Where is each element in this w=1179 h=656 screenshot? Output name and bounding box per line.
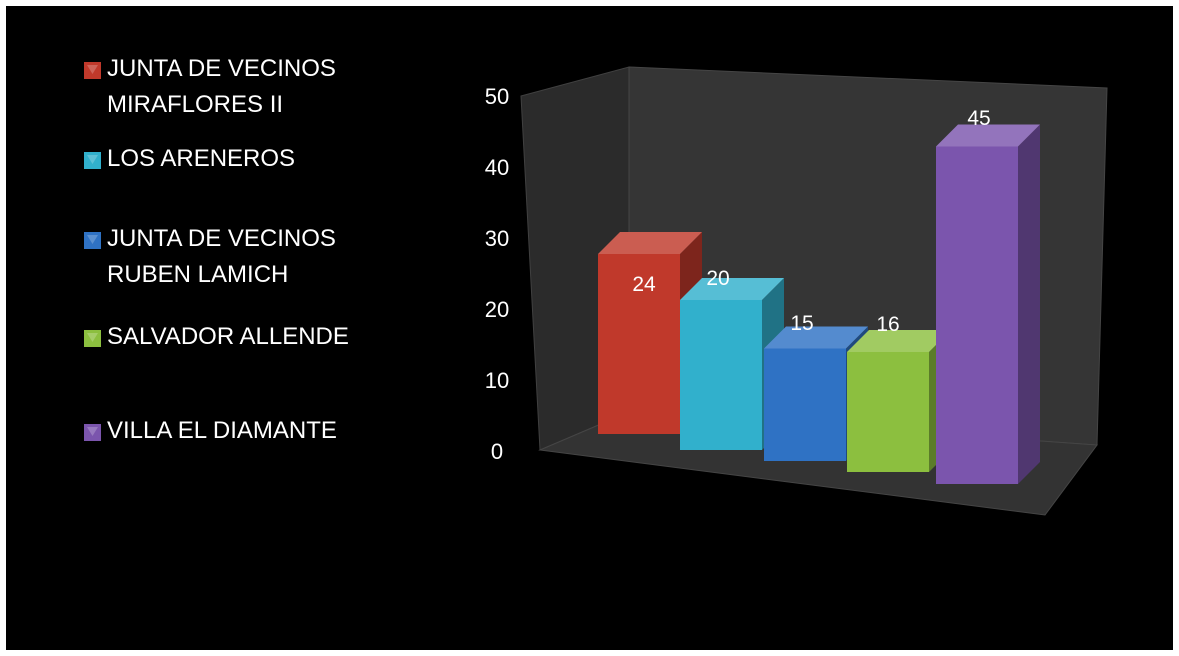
- bar-top-face: [936, 124, 1040, 147]
- y-axis-tick-label: 10: [485, 368, 509, 393]
- legend-item: JUNTA DE VECINOS RUBEN LAMICH: [84, 225, 387, 293]
- bar: [764, 348, 846, 461]
- legend-swatch: [84, 62, 101, 79]
- legend-label: JUNTA DE VECINOS RUBEN LAMICH: [107, 225, 336, 288]
- data-label: 24: [632, 273, 656, 296]
- data-label: 15: [790, 312, 813, 335]
- y-axis-tick-label: 30: [485, 226, 509, 251]
- data-label: 16: [876, 313, 899, 336]
- legend-swatch: [84, 424, 101, 441]
- data-label: 20: [706, 267, 729, 290]
- bar: [598, 254, 680, 434]
- data-label: 45: [967, 107, 990, 130]
- chart-legend: JUNTA DE VECINOS MIRAFLORES II LOS ARENER…: [84, 55, 414, 456]
- y-axis-tick-label: 50: [485, 84, 509, 109]
- bar: [847, 352, 929, 472]
- legend-label: LOS ARENEROS: [107, 145, 296, 172]
- legend-label: VILLA EL DIAMANTE: [107, 417, 337, 444]
- bar-top-face: [847, 330, 951, 352]
- y-axis-tick-label: 20: [485, 297, 509, 322]
- legend-item: SALVADOR ALLENDE: [84, 323, 387, 355]
- bar: [680, 300, 762, 450]
- bar: [936, 146, 1018, 484]
- y-axis-tick-label: 0: [491, 439, 503, 464]
- bar-top-face: [598, 232, 702, 254]
- legend-item: VILLA EL DIAMANTE: [84, 417, 387, 449]
- legend-label: JUNTA DE VECINOS MIRAFLORES II: [107, 55, 336, 118]
- bar-top-face: [764, 326, 868, 349]
- legend-item: LOS ARENEROS: [84, 145, 387, 177]
- bar-top-face: [680, 278, 784, 300]
- bar-side-face: [1018, 124, 1040, 484]
- legend-swatch: [84, 330, 101, 347]
- legend-item: JUNTA DE VECINOS MIRAFLORES II: [84, 55, 387, 123]
- legend-label: SALVADOR ALLENDE: [107, 323, 349, 350]
- legend-swatch: [84, 232, 101, 249]
- legend-swatch: [84, 152, 101, 169]
- y-axis-tick-label: 40: [485, 155, 509, 180]
